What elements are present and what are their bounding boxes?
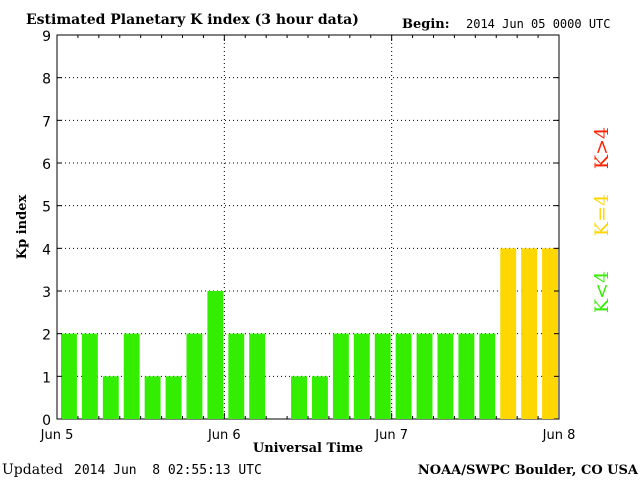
kp-bar: [458, 333, 475, 419]
kp-bar: [144, 376, 161, 419]
x-axis-ticks: Jun 5 Jun 6 Jun 7 Jun 8: [40, 35, 576, 443]
legend-k-equal-4: K=4: [591, 194, 613, 236]
kp-bar: [102, 376, 119, 419]
kp-bar: [207, 291, 224, 419]
kp-bar: [123, 333, 140, 419]
y-axis-ticks: 0 1 2 3 4 5 6 7 8 9: [42, 29, 559, 429]
y-axis-label: Kp index: [15, 195, 30, 260]
kp-bar: [500, 248, 517, 419]
kp-bar: [249, 333, 266, 419]
kp-bar: [353, 333, 370, 419]
kp-bar: [312, 376, 328, 419]
y-tick-label: 1: [42, 370, 51, 386]
y-tick-label: 4: [42, 242, 51, 258]
kp-bar: [437, 333, 454, 419]
kp-bar: [374, 333, 391, 419]
y-tick-label: 7: [42, 114, 51, 130]
begin-value: 2014 Jun 05 0000 UTC: [466, 17, 611, 31]
begin-label: Begin:: [402, 17, 450, 32]
y-tick-label: 6: [42, 157, 51, 173]
y-tick-label: 8: [42, 72, 51, 88]
kp-bar: [165, 376, 182, 419]
x-tick-label: Jun 6: [207, 428, 241, 443]
kp-bar: [416, 333, 433, 419]
plot-area: [56, 34, 560, 420]
y-tick-label: 5: [42, 200, 51, 216]
kp-bar: [332, 333, 349, 419]
bars: [61, 248, 558, 419]
chart-title: Estimated Planetary K index (3 hour data…: [26, 12, 359, 28]
y-tick-label: 2: [42, 328, 51, 344]
x-tick-label: Jun 8: [542, 428, 576, 443]
kp-bar: [61, 333, 77, 419]
y-tick-label: 3: [42, 285, 51, 301]
updated-label: Updated: [2, 462, 63, 478]
source-credit: NOAA/SWPC Boulder, CO USA: [418, 463, 639, 478]
kp-bar: [228, 333, 245, 419]
x-axis-label: Universal Time: [253, 441, 363, 456]
kp-bar: [395, 333, 412, 419]
kp-bar: [186, 333, 203, 419]
kp-bar: [479, 333, 496, 419]
kp-bar: [291, 376, 307, 419]
kp-bar: [81, 333, 98, 419]
updated-value: 2014 Jun 8 02:55:13 UTC: [74, 463, 262, 478]
grid-lines: [57, 35, 559, 419]
kp-bar: [521, 248, 538, 419]
x-tick-label: Jun 5: [40, 428, 74, 443]
legend-k-less-4: K<4: [591, 271, 613, 313]
y-tick-label: 0: [42, 413, 51, 429]
legend-k-greater-4: K>4: [591, 127, 613, 169]
y-tick-label: 9: [42, 29, 51, 45]
x-tick-label: Jun 7: [374, 428, 408, 443]
